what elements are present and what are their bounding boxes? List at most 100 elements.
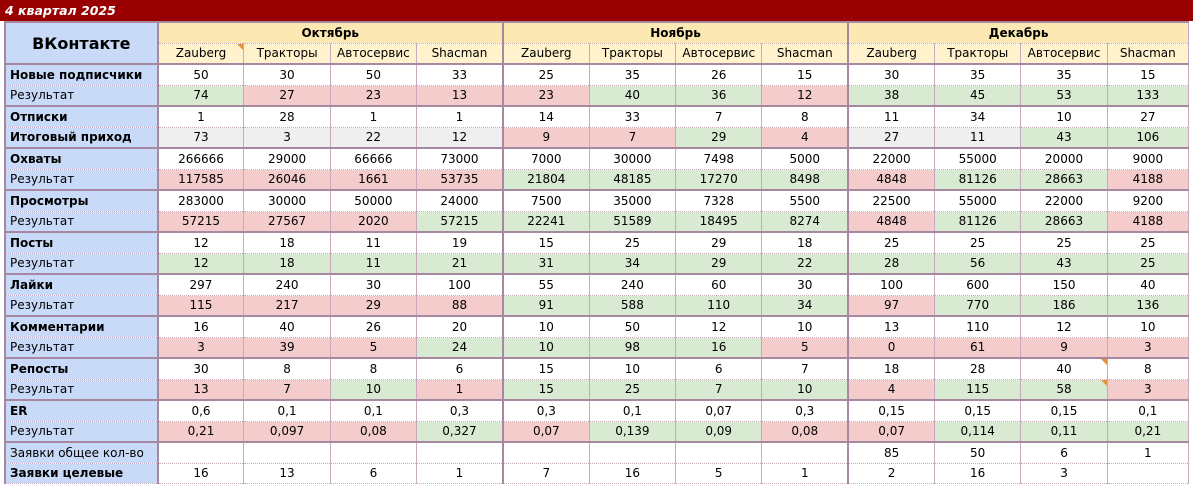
table-cell[interactable]: 0,1: [1106, 399, 1190, 422]
row-label[interactable]: Результат: [4, 379, 159, 401]
table-cell[interactable]: 26: [329, 315, 418, 338]
table-cell[interactable]: 10: [588, 357, 677, 380]
table-cell[interactable]: 35: [1020, 63, 1108, 86]
table-cell[interactable]: 34: [761, 295, 849, 317]
table-cell[interactable]: 115: [156, 295, 245, 317]
table-cell[interactable]: 10: [761, 379, 849, 401]
comment-marker-icon[interactable]: [1100, 360, 1107, 365]
table-cell[interactable]: 91: [501, 295, 590, 317]
table-cell[interactable]: 39: [243, 337, 331, 359]
table-cell[interactable]: 0,09: [675, 421, 763, 443]
table-cell[interactable]: 240: [588, 273, 677, 296]
table-cell[interactable]: 10: [1020, 105, 1108, 128]
month-header-november[interactable]: Ноябрь: [501, 21, 849, 44]
table-cell[interactable]: 38: [847, 85, 936, 107]
company-header-october-4[interactable]: Shacman: [416, 43, 504, 65]
table-cell[interactable]: 4188: [1106, 211, 1190, 233]
table-cell[interactable]: 57215: [156, 211, 245, 233]
table-cell[interactable]: 30: [847, 63, 936, 86]
table-cell[interactable]: [329, 441, 418, 464]
company-header-december-2[interactable]: Тракторы: [934, 43, 1022, 65]
table-cell[interactable]: 297: [156, 273, 245, 296]
table-cell[interactable]: 106: [1106, 127, 1190, 149]
table-cell[interactable]: 30: [156, 357, 245, 380]
table-cell[interactable]: [761, 441, 849, 464]
table-cell[interactable]: 3: [1106, 337, 1190, 359]
table-cell[interactable]: [416, 441, 504, 464]
table-cell[interactable]: 6: [1020, 441, 1108, 464]
table-cell[interactable]: 10: [501, 337, 590, 359]
table-cell[interactable]: 8274: [761, 211, 849, 233]
table-cell[interactable]: 18495: [675, 211, 763, 233]
table-cell[interactable]: 3: [1020, 463, 1108, 484]
table-cell[interactable]: 88: [416, 295, 504, 317]
table-cell[interactable]: 22500: [847, 189, 936, 212]
table-cell[interactable]: 35: [588, 63, 677, 86]
table-cell[interactable]: 1: [156, 105, 245, 128]
table-cell[interactable]: 4848: [847, 169, 936, 191]
table-cell[interactable]: 1: [761, 463, 849, 484]
table-cell[interactable]: 66666: [329, 147, 418, 170]
table-cell[interactable]: 266666: [156, 147, 245, 170]
table-cell[interactable]: 5: [675, 463, 763, 484]
table-cell[interactable]: 0,21: [156, 421, 245, 443]
table-cell[interactable]: 186: [1020, 295, 1108, 317]
table-cell[interactable]: 0,3: [501, 399, 590, 422]
table-cell[interactable]: 8: [329, 357, 418, 380]
table-cell[interactable]: 11: [329, 253, 418, 275]
table-cell[interactable]: 0,1: [588, 399, 677, 422]
table-cell[interactable]: 0: [847, 337, 936, 359]
table-cell[interactable]: 5500: [761, 189, 849, 212]
table-cell[interactable]: 20: [416, 315, 504, 338]
table-cell[interactable]: 7: [675, 105, 763, 128]
table-cell[interactable]: 0,08: [329, 421, 418, 443]
table-cell[interactable]: 16: [156, 315, 245, 338]
table-cell[interactable]: 117585: [156, 169, 245, 191]
table-cell[interactable]: 1661: [329, 169, 418, 191]
row-label[interactable]: Итоговый приход: [4, 127, 159, 149]
table-cell[interactable]: 13: [156, 379, 245, 401]
row-label[interactable]: Отписки: [4, 105, 159, 128]
table-cell[interactable]: 73: [156, 127, 245, 149]
table-cell[interactable]: 7: [675, 379, 763, 401]
table-cell[interactable]: 81126: [934, 169, 1022, 191]
table-cell[interactable]: 34: [588, 253, 677, 275]
table-cell[interactable]: 25: [1106, 253, 1190, 275]
row-label[interactable]: Посты: [4, 231, 159, 254]
table-cell[interactable]: 31: [501, 253, 590, 275]
table-cell[interactable]: 5: [761, 337, 849, 359]
table-cell[interactable]: 5: [329, 337, 418, 359]
table-cell[interactable]: 40: [588, 85, 677, 107]
table-cell[interactable]: 0,07: [847, 421, 936, 443]
row-label[interactable]: Результат: [4, 85, 159, 107]
table-cell[interactable]: 0,327: [416, 421, 504, 443]
table-cell[interactable]: 18: [243, 253, 331, 275]
table-cell[interactable]: 0,21: [1106, 421, 1190, 443]
table-cell[interactable]: 9000: [1106, 147, 1190, 170]
table-cell[interactable]: 136: [1106, 295, 1190, 317]
table-cell[interactable]: 30: [243, 63, 331, 86]
comment-marker-icon[interactable]: [237, 43, 243, 50]
table-cell[interactable]: 55: [501, 273, 590, 296]
table-cell[interactable]: 25: [501, 63, 590, 86]
row-label[interactable]: Результат: [4, 211, 159, 233]
table-cell[interactable]: 27: [243, 85, 331, 107]
table-cell[interactable]: 1: [416, 379, 504, 401]
table-cell[interactable]: 2020: [329, 211, 418, 233]
table-cell[interactable]: 8: [243, 357, 331, 380]
table-cell[interactable]: 51589: [588, 211, 677, 233]
table-cell[interactable]: 25: [934, 231, 1022, 254]
company-header-december-1[interactable]: Zauberg: [847, 43, 936, 65]
table-cell[interactable]: 12: [416, 127, 504, 149]
table-cell[interactable]: 30: [329, 273, 418, 296]
row-label[interactable]: Заявки общее кол-во: [4, 441, 159, 464]
table-cell[interactable]: 2: [847, 463, 936, 484]
table-cell[interactable]: 133: [1106, 85, 1190, 107]
table-cell[interactable]: 110: [675, 295, 763, 317]
table-cell[interactable]: 4848: [847, 211, 936, 233]
row-label[interactable]: Заявки целевые: [4, 463, 159, 484]
table-cell[interactable]: 0,1: [243, 399, 331, 422]
table-cell[interactable]: 85: [847, 441, 936, 464]
row-label[interactable]: Результат: [4, 421, 159, 443]
company-header-november-3[interactable]: Автосервис: [675, 43, 763, 65]
